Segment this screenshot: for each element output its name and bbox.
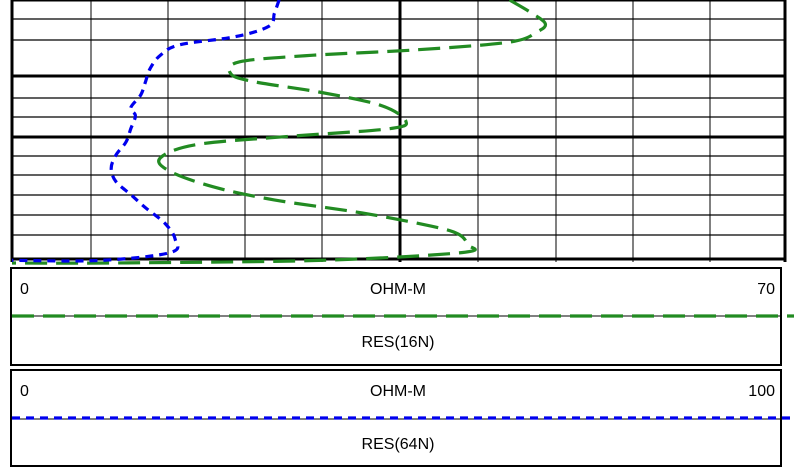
res16n-curve-name: RES(16N) xyxy=(362,334,435,351)
res64n-scale-max: 100 xyxy=(748,383,775,400)
res16n-scale-max: 70 xyxy=(757,281,775,298)
track-header-res16n: 0 OHM-M 70 RES(16N) xyxy=(10,267,794,366)
res64n-unit: OHM-M xyxy=(370,383,426,400)
track-header-res64n: 0 OHM-M 100 RES(64N) xyxy=(10,369,794,467)
curve-res-64n xyxy=(11,0,281,263)
res16n-unit: OHM-M xyxy=(370,281,426,298)
log-grid xyxy=(10,0,787,262)
res64n-curve-name: RES(64N) xyxy=(362,436,435,453)
log-curves xyxy=(11,0,548,265)
res64n-scale-min: 0 xyxy=(20,383,29,400)
res16n-scale-min: 0 xyxy=(20,281,29,298)
curve-res-16n xyxy=(11,0,548,265)
